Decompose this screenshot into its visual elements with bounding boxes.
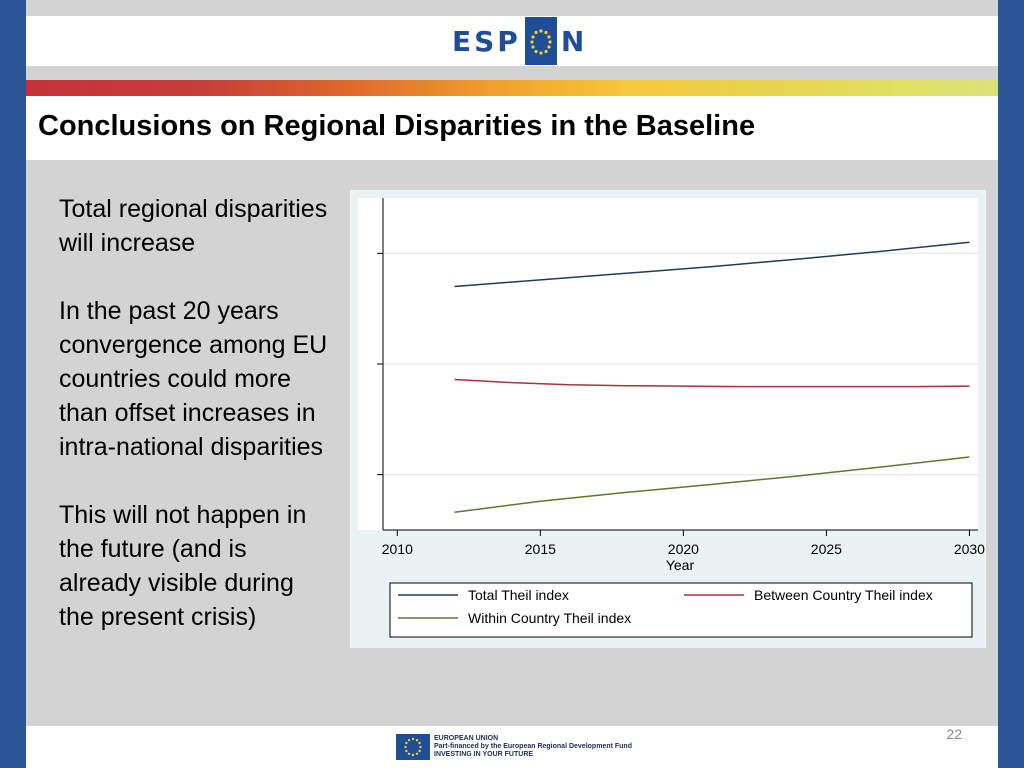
- paragraph-2: In the past 20 years convergence among E…: [59, 297, 328, 461]
- x-tick-label-2010: 2010: [382, 541, 413, 557]
- legend-items: Total Theil index Between Country Theil i…: [398, 587, 933, 626]
- x-tick-label-2030: 2030: [954, 541, 985, 557]
- espon-logo: ESP N: [452, 16, 587, 66]
- slide-title: Conclusions on Regional Disparities in t…: [38, 110, 756, 142]
- eu-line-2: Part-financed by the European Regional D…: [434, 743, 632, 750]
- logo-text-right: N: [560, 24, 588, 58]
- logo-text-left: ESP: [452, 24, 521, 58]
- body-text: Total regional disparities will increase…: [59, 192, 334, 668]
- legend-label-2: Between Country Theil index: [754, 587, 933, 603]
- legend-label-1: Total Theil index: [468, 587, 569, 603]
- eu-line-1: EUROPEAN UNION: [434, 735, 499, 742]
- x-axis-title: Year: [666, 557, 695, 573]
- top-strip: [26, 0, 998, 16]
- page-number: 22: [946, 726, 962, 742]
- header: ESP N: [26, 16, 998, 66]
- footer: EUROPEAN UNION Part-financed by the Euro…: [26, 726, 998, 768]
- series-line-2: [454, 378, 970, 388]
- legend-label-3: Within Country Theil index: [468, 610, 631, 626]
- x-tick-label-2015: 2015: [525, 541, 556, 557]
- paragraph-1: Total regional disparities will increase: [59, 195, 328, 257]
- eu-funding-text: EUROPEAN UNION Part-financed by the Euro…: [434, 735, 632, 759]
- map-strip: [26, 80, 998, 96]
- right-border: [998, 0, 1024, 768]
- series-line-3: [454, 456, 970, 514]
- axes: 2010 2015 2020 2025 2030: [377, 198, 985, 557]
- x-tick-label-2025: 2025: [811, 541, 842, 557]
- header-band: [26, 66, 998, 80]
- theil-index-chart: 2010 2015 2020 2025 2030 Year Total Theil in…: [358, 198, 985, 638]
- legend: [389, 582, 973, 638]
- chart-frame: 2010 2015 2020 2025 2030 Year Total Theil in…: [350, 190, 986, 648]
- left-border: [0, 0, 26, 768]
- x-tick-label-2020: 2020: [668, 541, 699, 557]
- content-area: Total regional disparities will increase…: [26, 160, 998, 726]
- series-line-1: [454, 241, 970, 288]
- title-bar: Conclusions on Regional Disparities in t…: [26, 96, 998, 160]
- grid: [383, 252, 978, 476]
- eu-flag-icon: [396, 734, 430, 760]
- paragraph-3: This will not happen in the future (and …: [59, 501, 307, 631]
- eu-line-3: INVESTING IN YOUR FUTURE: [434, 751, 534, 758]
- series: [454, 241, 970, 514]
- eu-stars-icon: [524, 17, 557, 65]
